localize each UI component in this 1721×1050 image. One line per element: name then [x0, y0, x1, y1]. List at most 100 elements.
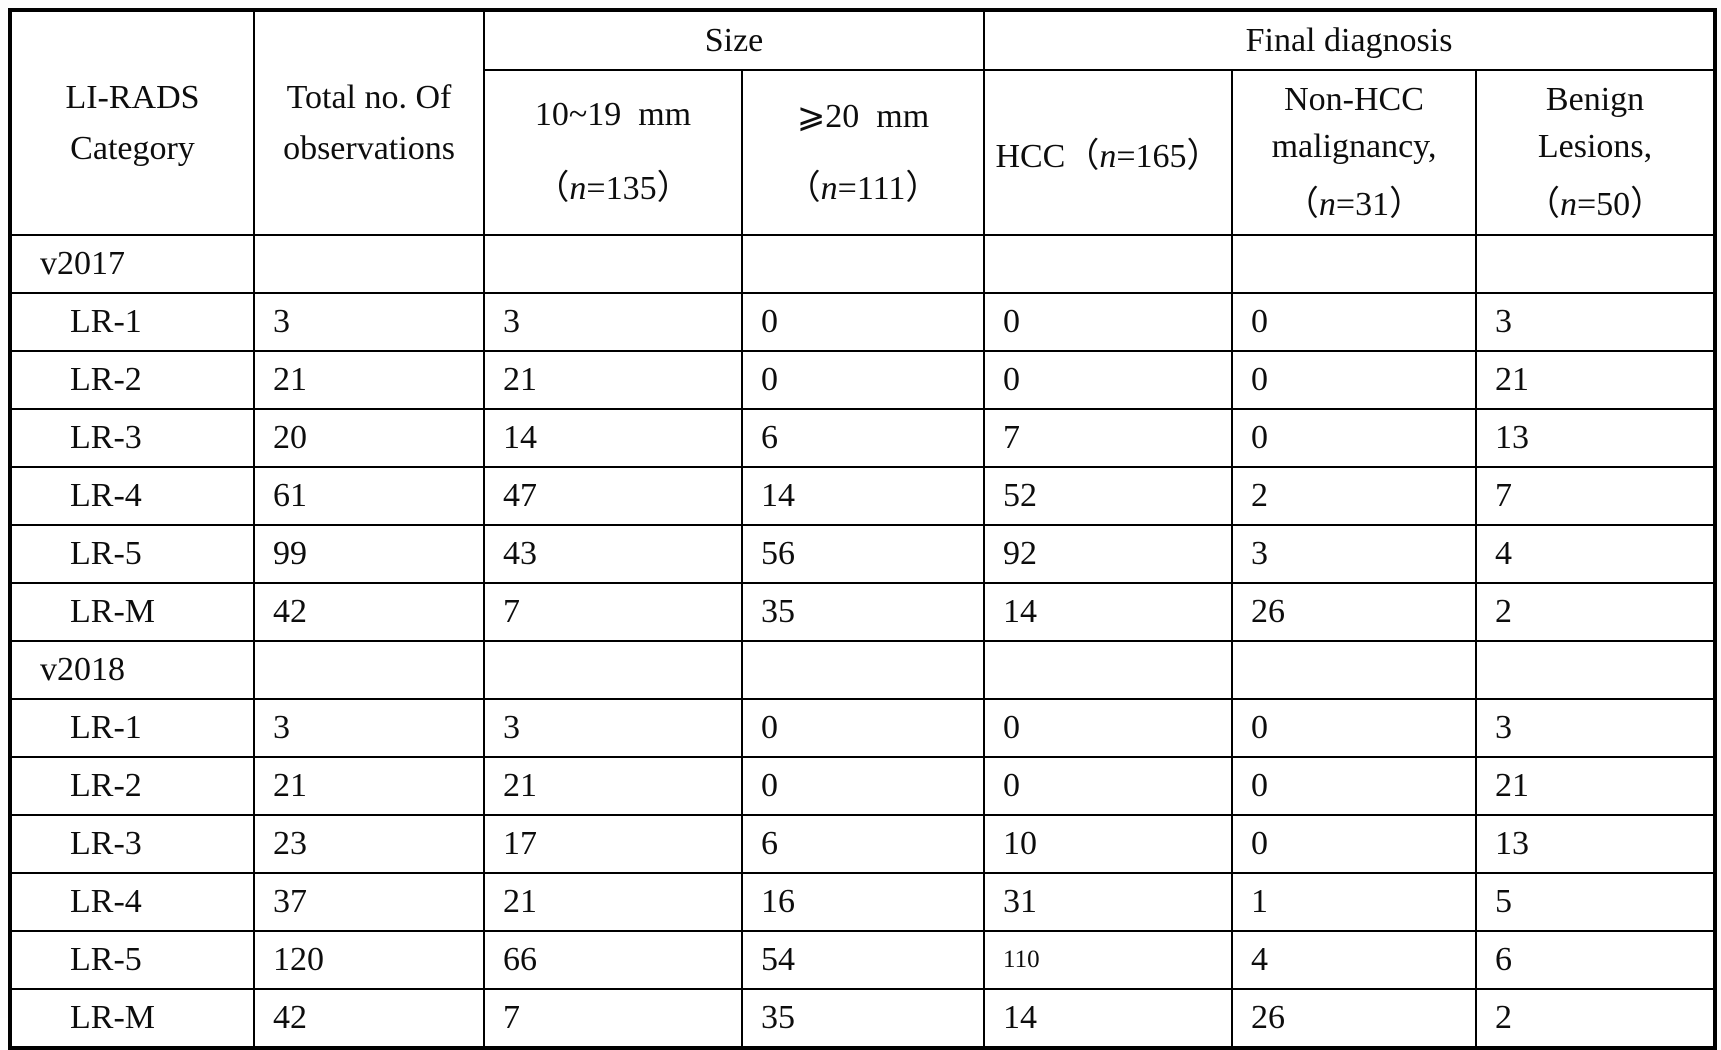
value-cell: 42 [253, 582, 485, 642]
section-label: v2017 [9, 234, 255, 294]
value-cell: 3 [1231, 524, 1478, 584]
value-cell [253, 234, 485, 294]
value-cell: 21 [1475, 350, 1717, 410]
n-variable: n [1318, 185, 1336, 223]
value-cell: 0 [983, 350, 1234, 410]
row-label: LR-1 [9, 698, 255, 758]
row-label: LR-2 [9, 756, 255, 816]
table-row: LR-4 61 47 14 52 2 7 [9, 466, 1717, 526]
header-size-10-19mm: 10~19 mm （n=135） [483, 69, 743, 236]
value-cell: 99 [253, 524, 485, 584]
n-variable: n [820, 170, 838, 208]
value-cell: 21 [483, 756, 743, 816]
n-value: =135） [586, 169, 691, 207]
value-cell [483, 234, 743, 294]
value-cell: 1 [1231, 872, 1478, 932]
value-cell: 3 [1475, 292, 1717, 352]
value-cell: 3 [1475, 698, 1717, 758]
value-cell: 14 [983, 582, 1234, 642]
non-hcc-line1: Non-HCC [1284, 80, 1424, 118]
value-cell: 6 [740, 814, 986, 874]
value-cell: 20 [253, 408, 485, 468]
n-value: =111） [837, 170, 940, 208]
header-group-row: LI-RADS Category Total no. Of observatio… [9, 9, 1717, 236]
value-cell: 54 [740, 930, 986, 990]
value-cell: 120 [253, 930, 485, 990]
non-hcc-n: （n=31） [1234, 176, 1474, 225]
table-row: LR-2 21 21 0 0 0 21 [9, 756, 1717, 816]
header-benign-lesions: Benign Lesions, （n=50） [1475, 69, 1717, 236]
value-cell: 5 [1475, 872, 1717, 932]
value-cell: 14 [740, 466, 986, 526]
benign-line2: Lesions, [1537, 128, 1653, 165]
header-lirads-category: LI-RADS Category [9, 9, 255, 236]
value-cell: 7 [483, 582, 743, 642]
table-row: LR-5 99 43 56 92 3 4 [9, 524, 1717, 584]
value-cell: 0 [983, 756, 1234, 816]
size-10-19-label: 10~19 mm [534, 96, 692, 134]
value-cell: 0 [740, 350, 986, 410]
paren-open: （ [1525, 185, 1560, 223]
row-label: LR-5 [9, 524, 255, 584]
lirads-table: LI-RADS Category Total no. Of observatio… [8, 8, 1718, 1050]
value-cell: 3 [483, 292, 743, 352]
header-lirads-line2: Category [70, 130, 195, 167]
value-cell: 110 [983, 930, 1234, 990]
value-cell: 31 [983, 872, 1234, 932]
benign-n: （n=50） [1478, 176, 1713, 225]
row-label: LR-3 [9, 408, 255, 468]
header-total-line1: Total no. Of [286, 79, 452, 116]
value-cell: 13 [1475, 408, 1717, 468]
table-row: LR-M 42 7 35 14 26 2 [9, 582, 1717, 642]
value-cell: 2 [1231, 466, 1478, 526]
value-cell [1231, 234, 1478, 294]
n-variable: n [1099, 138, 1117, 175]
row-label: LR-M [9, 988, 255, 1049]
header-size-ge-20mm: ⩾20 mm （n=111） [740, 69, 986, 236]
value-cell: 0 [1231, 408, 1478, 468]
value-cell: 4 [1475, 524, 1717, 584]
value-cell [253, 640, 485, 700]
value-cell: 4 [1231, 930, 1478, 990]
table-row: LR-3 20 14 6 7 0 13 [9, 408, 1717, 468]
row-label: LR-4 [9, 872, 255, 932]
section-label: v2018 [9, 640, 255, 700]
header-sub-row: 10~19 mm （n=135） ⩾20 mm （n=111） HCC（n=16… [10, 69, 1717, 236]
row-label: LR-1 [9, 292, 255, 352]
value-cell: 23 [253, 814, 485, 874]
value-cell [1475, 234, 1717, 294]
size-10-19-n: （n=135） [486, 160, 740, 209]
table-body: v2017 LR-1 3 3 0 0 0 3 LR-2 21 21 0 0 0 21 LR-3 20 14 6 7 0 1… [9, 234, 1717, 1049]
hcc-label: HCC [995, 138, 1066, 175]
value-cell: 7 [983, 408, 1234, 468]
value-cell: 21 [253, 756, 485, 816]
table-row: LR-4 37 21 16 31 1 5 [9, 872, 1717, 932]
row-label: LR-2 [9, 350, 255, 410]
value-cell: 3 [253, 292, 485, 352]
table-row: LR-3 23 17 6 10 0 13 [9, 814, 1717, 874]
header-hcc: HCC（n=165） [983, 69, 1234, 236]
value-cell: 35 [740, 582, 986, 642]
value-cell [740, 640, 986, 700]
value-cell: 7 [483, 988, 743, 1049]
value-cell: 0 [983, 698, 1234, 758]
value-cell: 26 [1231, 988, 1478, 1049]
paren-open: （ [1065, 138, 1100, 175]
paren-open: （ [1284, 185, 1319, 223]
value-cell: 47 [483, 466, 743, 526]
value-cell: 92 [983, 524, 1234, 584]
value-cell [483, 640, 743, 700]
row-label: LR-3 [9, 814, 255, 874]
value-cell: 3 [253, 698, 485, 758]
value-cell: 56 [740, 524, 986, 584]
section-row: v2017 [9, 234, 1717, 294]
table-row: LR-1 3 3 0 0 0 3 [9, 698, 1717, 758]
size-ge-20-label: ⩾20 mm [796, 97, 930, 135]
value-cell: 37 [253, 872, 485, 932]
header-group-final-diagnosis: Final diagnosis [983, 9, 1717, 71]
value-cell: 26 [1231, 582, 1478, 642]
size-ge-20-n: （n=111） [744, 160, 982, 209]
value-cell: 61 [253, 466, 485, 526]
value-cell: 66 [483, 930, 743, 990]
value-cell [983, 234, 1234, 294]
